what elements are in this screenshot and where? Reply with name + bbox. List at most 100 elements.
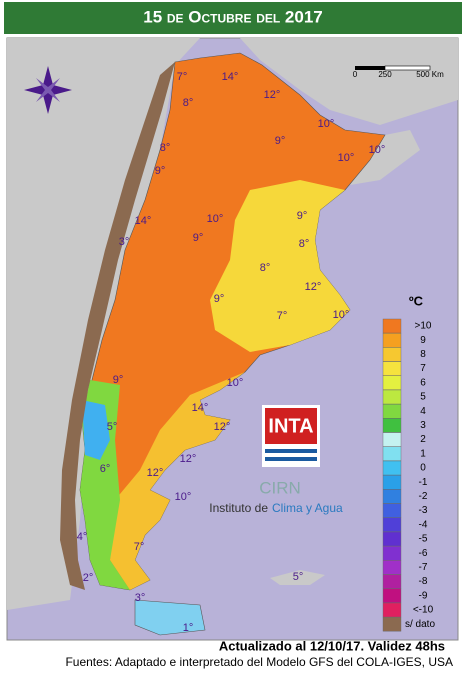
land-north (240, 38, 458, 125)
legend-swatch (382, 489, 402, 504)
scale-label: 500 Km (416, 70, 444, 79)
legend-label: 3 (420, 420, 426, 431)
chile-no-data (60, 62, 175, 590)
temperature-label: 14° (222, 71, 239, 83)
temperature-label: 10° (338, 152, 355, 164)
temperature-label: 3° (135, 592, 146, 604)
legend-unit: ºC (409, 293, 424, 308)
temperature-label: 9° (297, 210, 308, 222)
temperature-label: 8° (160, 142, 171, 154)
temperature-label: 12° (180, 453, 197, 465)
legend-label: -4 (419, 519, 428, 530)
region-andes-cold (82, 400, 110, 460)
institute-prefix: Instituto de (209, 501, 268, 515)
compass (24, 66, 72, 114)
header-bar (4, 2, 462, 34)
temperature-label: 5° (293, 571, 304, 583)
title: 15 de Octubre del 2017 (143, 7, 323, 26)
legend-label: -9 (419, 590, 428, 601)
updated: Actualizado al 12/10/17. Validez 48hs (219, 638, 445, 653)
legend-swatch (382, 531, 402, 547)
legend-swatch (382, 318, 402, 334)
legend-label: 8 (420, 349, 426, 360)
legend-swatch (382, 546, 402, 561)
temperature-label: 10° (333, 309, 350, 321)
temperature-label: 12° (305, 281, 322, 293)
legend-label: -2 (419, 491, 428, 502)
temperature-label: 12° (264, 89, 281, 101)
temperature-label: 8° (299, 238, 310, 250)
temperature-label: 6° (100, 463, 111, 475)
land-west (7, 38, 200, 610)
temperature-label: 10° (175, 491, 192, 503)
land-uruguay (350, 130, 420, 185)
temperature-label: 4° (77, 531, 88, 543)
temperature-label: 9° (155, 165, 166, 177)
temperature-label: 9° (113, 374, 124, 386)
temperature-label: 7° (277, 310, 288, 322)
legend-swatch (382, 617, 402, 632)
legend-swatch (382, 404, 402, 419)
temperature-label: 7° (134, 541, 145, 553)
legend-label: 4 (420, 406, 426, 417)
temperature-label: 2° (83, 572, 94, 584)
temperature-label: 7° (177, 71, 188, 83)
legend-label: 9 (420, 335, 426, 346)
legend-swatch (382, 460, 402, 476)
inta-logo: INTA (262, 405, 320, 467)
legend-swatch (382, 503, 402, 518)
legend-label: 2 (420, 434, 426, 445)
temperature-label: 8° (260, 262, 271, 274)
legend-swatch (382, 602, 402, 618)
temperature-label: 10° (227, 377, 244, 389)
temperature-label: 10° (369, 144, 386, 156)
tierra-del-fuego (134, 599, 206, 636)
legend-swatch (382, 560, 402, 575)
legend-label: >10 (415, 321, 432, 332)
legend-swatch (382, 517, 402, 532)
temperature-label: 12° (147, 467, 164, 479)
legend-swatch (382, 574, 402, 589)
legend-label: -6 (419, 548, 428, 559)
footer: Fuentes: Adaptado e interpretado del Mod… (65, 655, 453, 669)
legend-label: -8 (419, 576, 428, 587)
temperature-label: 3° (119, 236, 130, 248)
temperature-label: 9° (214, 293, 225, 305)
institute-name: Clima y Agua (272, 501, 343, 515)
legend-swatch (382, 375, 402, 390)
temperature-label: 1° (183, 622, 194, 634)
legend-swatch (382, 347, 402, 362)
cirn-text: CIRN (259, 478, 301, 497)
legend-swatch (382, 418, 402, 433)
legend-label: <-10 (413, 605, 434, 616)
legend-swatch (382, 361, 402, 376)
legend-label: s/ dato (405, 619, 435, 630)
temperature-label: 5° (107, 421, 118, 433)
temperature-label: 9° (275, 135, 286, 147)
temperature-label: 8° (183, 97, 194, 109)
legend-label: 0 (420, 463, 426, 474)
scale-label: 0 (353, 70, 358, 79)
legend-swatch (382, 446, 402, 461)
legend-label: -5 (419, 534, 428, 545)
legend-swatch (382, 432, 402, 447)
legend-label: 6 (420, 377, 426, 388)
legend-label: -3 (419, 505, 428, 516)
temperature-label: 14° (135, 215, 152, 227)
temperature-label: 14° (192, 402, 209, 414)
legend-label: -7 (419, 562, 428, 573)
region-warm-east (210, 180, 350, 352)
legend-label: 7 (420, 363, 426, 374)
inta-text: INTA (268, 415, 313, 437)
legend-label: -1 (419, 477, 428, 488)
temperature-label: 9° (193, 232, 204, 244)
region-south-coast (110, 372, 245, 590)
temperature-label: 10° (318, 118, 335, 130)
legend-swatch (382, 333, 402, 348)
legend-swatch (382, 389, 402, 405)
legend-label: 5 (420, 392, 426, 403)
legend-label: 1 (420, 448, 426, 459)
legend-swatch (382, 588, 402, 603)
